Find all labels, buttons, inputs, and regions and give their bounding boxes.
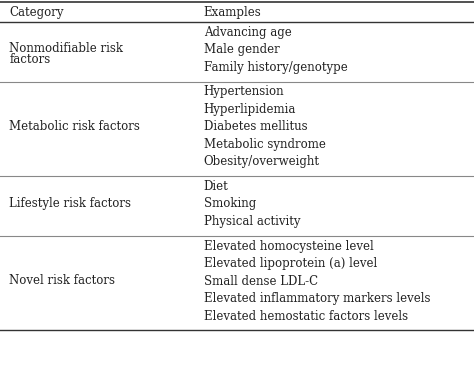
Text: Small dense LDL-C: Small dense LDL-C [204,275,318,287]
Text: Advancing age: Advancing age [204,26,292,39]
Text: Category: Category [9,6,64,19]
Text: Male gender: Male gender [204,44,280,57]
Text: Hyperlipidemia: Hyperlipidemia [204,103,296,116]
Text: Elevated homocysteine level: Elevated homocysteine level [204,239,374,252]
Text: Diabetes mellitus: Diabetes mellitus [204,121,308,133]
Text: Obesity/overweight: Obesity/overweight [204,156,320,168]
Text: Diet: Diet [204,180,228,193]
Text: Novel risk factors: Novel risk factors [9,274,116,287]
Text: Metabolic syndrome: Metabolic syndrome [204,138,326,151]
Text: Metabolic risk factors: Metabolic risk factors [9,120,140,133]
Text: Smoking: Smoking [204,197,256,211]
Text: Nonmodifiable risk: Nonmodifiable risk [9,42,124,55]
Text: factors: factors [9,53,51,66]
Text: Family history/genotype: Family history/genotype [204,61,347,74]
Text: Physical activity: Physical activity [204,215,301,228]
Text: Examples: Examples [204,6,262,19]
Text: Elevated hemostatic factors levels: Elevated hemostatic factors levels [204,310,408,323]
Text: Elevated lipoprotein (a) level: Elevated lipoprotein (a) level [204,257,377,270]
Text: Hypertension: Hypertension [204,85,284,99]
Text: Elevated inflammatory markers levels: Elevated inflammatory markers levels [204,292,430,305]
Text: Lifestyle risk factors: Lifestyle risk factors [9,197,131,210]
